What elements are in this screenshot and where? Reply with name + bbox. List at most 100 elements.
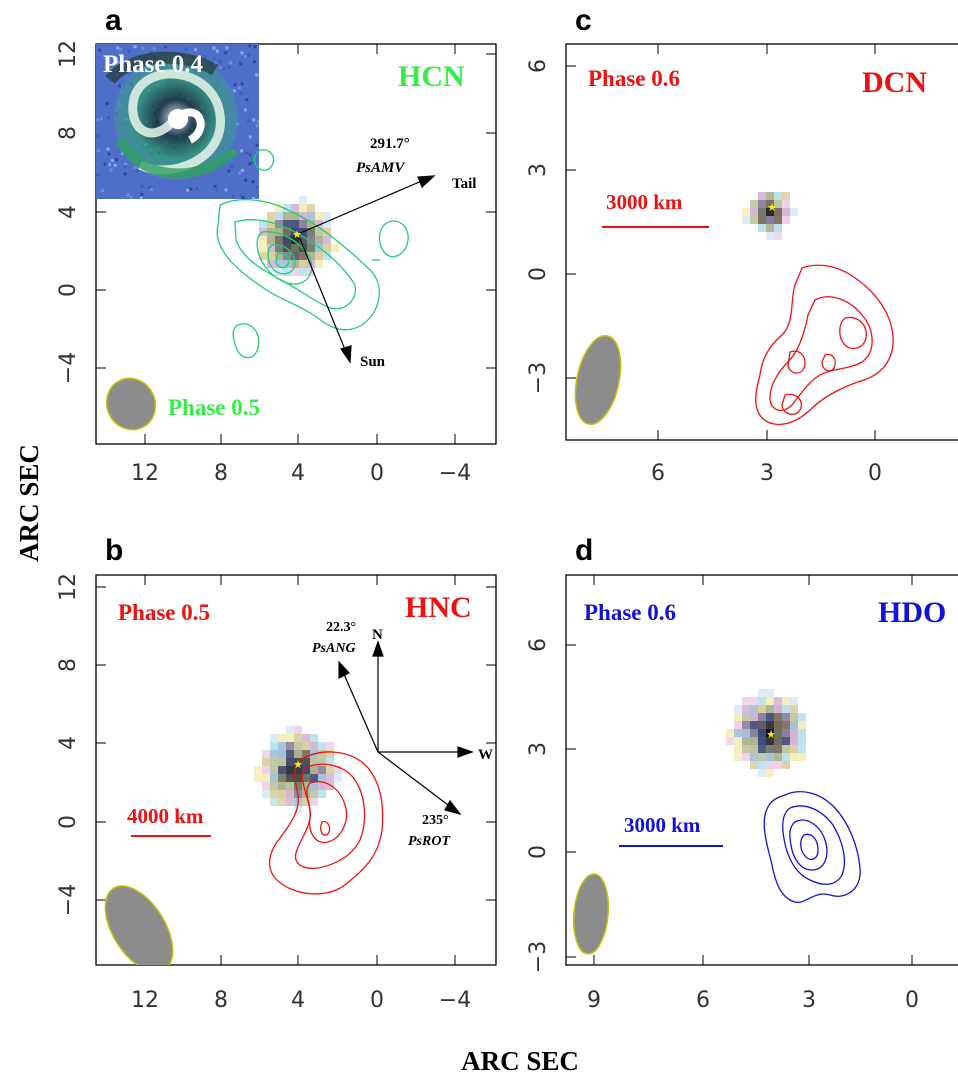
- pixel: [286, 782, 294, 790]
- pixel: [758, 689, 766, 697]
- noise-speck: [239, 62, 243, 66]
- xtick: 0: [868, 461, 882, 486]
- noise-speck: [133, 45, 137, 49]
- pixel: [326, 766, 334, 774]
- panel-a: a 12 8 4 0 −4 12 8 4 0 −4: [56, 4, 497, 486]
- panel-b-xticks: 12 8 4 0 −4: [131, 988, 471, 1013]
- pixel: [750, 216, 758, 224]
- pixel: [318, 790, 326, 798]
- pixel: [254, 766, 262, 774]
- pixel: [278, 758, 286, 766]
- ytick: −4: [56, 884, 81, 916]
- pixel: [262, 774, 270, 782]
- noise-speck: [255, 143, 259, 147]
- pixel: [302, 782, 310, 790]
- panel-a-arrows: [297, 175, 436, 364]
- pixel: [286, 750, 294, 758]
- noise-speck: [227, 65, 231, 69]
- pixel: [750, 745, 758, 753]
- pixel: [766, 729, 774, 737]
- panel-d-xticks: 9 6 3 0: [587, 988, 919, 1013]
- pixel: [766, 705, 774, 713]
- noise-speck: [248, 162, 252, 166]
- pixel: [774, 729, 782, 737]
- panel-a-inset-label: Phase 0.4: [103, 51, 204, 78]
- pixel: [299, 236, 307, 244]
- pixel: [750, 713, 758, 721]
- pixel: [283, 220, 291, 228]
- pixel: [294, 766, 302, 774]
- pixel: [278, 782, 286, 790]
- noise-speck: [245, 151, 249, 155]
- pixel: [750, 208, 758, 216]
- noise-speck: [123, 163, 127, 167]
- pixel: [798, 745, 806, 753]
- noise-speck: [228, 184, 232, 188]
- noise-speck: [106, 138, 110, 142]
- panel-a-yticks: 12 8 4 0 −4: [56, 40, 81, 384]
- noise-speck: [107, 152, 111, 156]
- pixel: [750, 753, 758, 761]
- pixel: [291, 212, 299, 220]
- noise-speck: [212, 46, 216, 50]
- pixel: [758, 753, 766, 761]
- noise-speck: [116, 46, 120, 50]
- pixel: [742, 697, 750, 705]
- noise-speck: [216, 186, 220, 190]
- pixel: [790, 737, 798, 745]
- pixel: [275, 268, 283, 276]
- pixel: [734, 713, 742, 721]
- noise-speck: [140, 184, 144, 188]
- panel-b-letter: b: [105, 534, 123, 567]
- noise-speck: [240, 169, 244, 173]
- pixel: [267, 244, 275, 252]
- noise-speck: [243, 108, 247, 112]
- pixel: [278, 734, 286, 742]
- pixel: [758, 208, 766, 216]
- pixel: [774, 232, 782, 240]
- pixel: [283, 260, 291, 268]
- pixel: [782, 697, 790, 705]
- noise-speck: [224, 188, 228, 192]
- pixel: [294, 742, 302, 750]
- pixel: [782, 721, 790, 729]
- pixel: [294, 750, 302, 758]
- noise-speck: [241, 196, 245, 199]
- pixel: [275, 236, 283, 244]
- pixel: [774, 192, 782, 200]
- pixel: [275, 228, 283, 236]
- noise-speck: [255, 124, 259, 128]
- panel-b-contours: [268, 751, 384, 895]
- pixel: [262, 766, 270, 774]
- pixel: [742, 713, 750, 721]
- pixel: [758, 737, 766, 745]
- noise-speck: [240, 149, 244, 153]
- noise-speck: [222, 66, 226, 70]
- pixel: [275, 252, 283, 260]
- panel-a-phase: Phase 0.5: [168, 395, 260, 420]
- panel-d-beam: [572, 873, 610, 955]
- xtick: 12: [131, 461, 159, 486]
- pixel: [286, 766, 294, 774]
- panel-a-letter: a: [105, 4, 122, 37]
- ytick: 3: [526, 163, 551, 177]
- noise-speck: [210, 172, 214, 176]
- noise-speck: [123, 172, 127, 176]
- pixel: [294, 726, 302, 734]
- pixel: [750, 705, 758, 713]
- pixel: [323, 212, 331, 220]
- noise-speck: [194, 178, 198, 182]
- noise-speck: [237, 86, 241, 90]
- panel-b-angle2: 235°: [422, 813, 449, 828]
- pixel: [286, 742, 294, 750]
- noise-speck: [225, 46, 229, 50]
- pixel: [334, 774, 342, 782]
- pixel: [734, 721, 742, 729]
- pixel: [774, 737, 782, 745]
- noise-speck: [141, 47, 145, 51]
- noise-speck: [253, 45, 257, 49]
- pixel: [790, 745, 798, 753]
- xtick: −4: [439, 988, 471, 1013]
- pixel: [323, 252, 331, 260]
- noise-speck: [236, 118, 240, 122]
